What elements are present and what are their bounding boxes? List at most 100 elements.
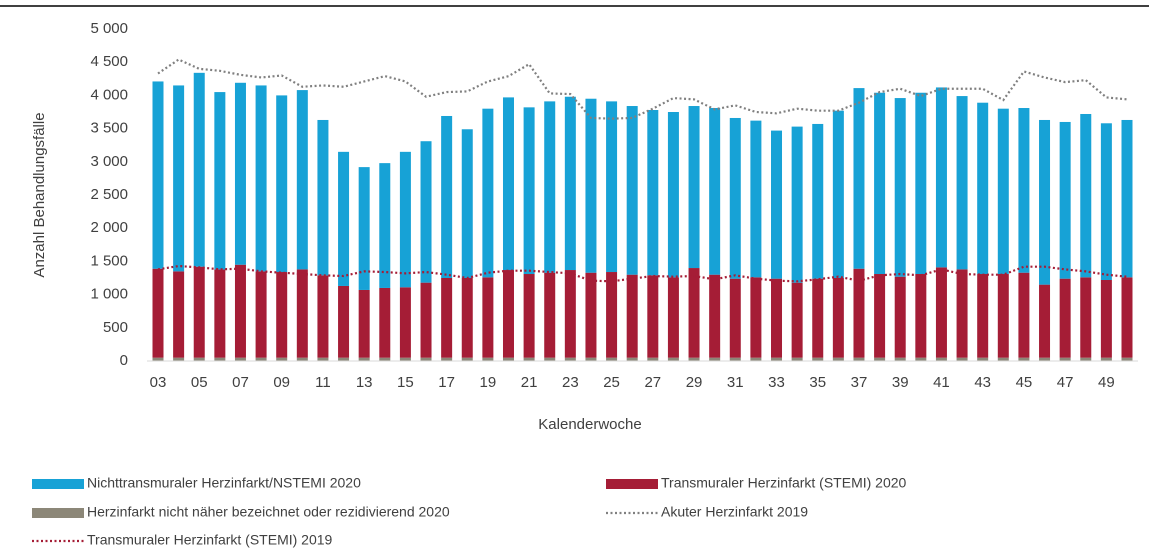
- bar-segment: [379, 357, 391, 361]
- bar-segment: [956, 96, 968, 270]
- bar-segment: [956, 269, 968, 358]
- bar-segment: [874, 92, 886, 275]
- bar-segment: [915, 92, 927, 275]
- bar-segment: [791, 357, 803, 361]
- bar-segment: [502, 357, 514, 361]
- bar-segment: [317, 119, 329, 276]
- x-tick-label: 37: [851, 374, 868, 391]
- bar-segment: [420, 282, 432, 358]
- bar-segment: [523, 357, 535, 361]
- legend-swatch: [606, 479, 658, 489]
- bar-segment: [667, 357, 679, 361]
- bar-segment: [214, 92, 226, 270]
- bar-segment: [338, 285, 350, 358]
- bar-segment: [585, 357, 597, 361]
- y-tick-label: 3 500: [90, 120, 128, 137]
- bar-segment: [771, 357, 783, 361]
- bar-segment: [173, 357, 185, 361]
- bar-segment: [997, 274, 1009, 358]
- bar-segment: [1039, 119, 1051, 285]
- y-tick-label: 5 000: [90, 20, 128, 37]
- bar-segment: [771, 130, 783, 279]
- bar-segment: [853, 268, 865, 358]
- bar-segment: [1100, 279, 1112, 358]
- bar-segment: [317, 357, 329, 361]
- bar-segment: [647, 275, 659, 358]
- bar-segment: [606, 357, 618, 361]
- bar-segment: [441, 357, 453, 361]
- y-tick-label: 500: [103, 319, 128, 336]
- bar-segment: [1100, 123, 1112, 280]
- bar-segment: [564, 96, 576, 271]
- bar-segment: [234, 264, 246, 358]
- bar-segment: [832, 278, 844, 358]
- bar-segment: [482, 357, 494, 361]
- bar-segment: [791, 282, 803, 358]
- x-tick-label: 25: [603, 374, 620, 391]
- bar-segment: [1121, 119, 1133, 278]
- bar-segment: [461, 357, 473, 361]
- bar-segment: [709, 108, 721, 275]
- bar-segment: [626, 274, 638, 358]
- bar-segment: [379, 287, 391, 358]
- legend-label: Akuter Herzinfarkt 2019: [661, 504, 808, 520]
- bar-segment: [317, 275, 329, 358]
- bar-segment: [523, 107, 535, 275]
- bar-segment: [874, 274, 886, 358]
- bar-segment: [441, 115, 453, 278]
- bar-segment: [379, 163, 391, 288]
- x-tick-label: 11: [315, 374, 331, 391]
- y-tick-label: 2 000: [90, 219, 128, 236]
- bar-segment: [193, 72, 205, 267]
- x-tick-label: 41: [933, 374, 950, 391]
- legend-label: Transmuraler Herzinfarkt (STEMI) 2020: [661, 475, 907, 491]
- bar-segment: [729, 357, 741, 361]
- bar-segment: [461, 278, 473, 358]
- bar-segment: [255, 357, 267, 361]
- bar-segment: [1100, 357, 1112, 361]
- bar-segment: [461, 129, 473, 278]
- x-tick-label: 19: [480, 374, 497, 391]
- bar-segment: [750, 120, 762, 278]
- bar-segment: [173, 271, 185, 358]
- bar-segment: [832, 110, 844, 278]
- y-tick-label: 4 500: [90, 53, 128, 70]
- x-tick-label: 21: [521, 374, 538, 391]
- legend-swatch: [32, 508, 84, 518]
- bar-segment: [915, 274, 927, 358]
- bar-segment: [276, 272, 288, 358]
- bar-segment: [1059, 357, 1071, 361]
- bar-segment: [338, 357, 350, 361]
- bar-segment: [1018, 272, 1030, 358]
- bar-segment: [420, 357, 432, 361]
- x-tick-label: 47: [1057, 374, 1074, 391]
- bar-segment: [585, 272, 597, 358]
- bar-segment: [647, 357, 659, 361]
- x-tick-label: 09: [273, 374, 290, 391]
- bar-segment: [894, 357, 906, 361]
- legend: Nichttransmuraler Herzinfarkt/NSTEMI 202…: [32, 475, 907, 548]
- bar-segment: [626, 106, 638, 275]
- legend-label: Herzinfarkt nicht näher bezeichnet oder …: [87, 504, 450, 520]
- bar-segment: [667, 112, 679, 278]
- bar-segment: [853, 88, 865, 269]
- bar-segment: [1039, 357, 1051, 361]
- bar-segment: [544, 101, 556, 273]
- bar-segment: [441, 278, 453, 358]
- bar-segment: [626, 357, 638, 361]
- x-tick-label: 39: [892, 374, 909, 391]
- x-tick-label: 17: [438, 374, 455, 391]
- bar-segment: [564, 357, 576, 361]
- bar-segment: [915, 357, 927, 361]
- y-axis-label: Anzahl Behandlungsfälle: [31, 112, 48, 277]
- bar-segment: [296, 269, 308, 358]
- bar-segment: [1059, 121, 1071, 279]
- bar-segment: [152, 268, 164, 358]
- y-tick-label: 4 000: [90, 86, 128, 103]
- x-tick-label: 13: [356, 374, 373, 391]
- bar-segment: [564, 270, 576, 358]
- x-tick-label: 15: [397, 374, 414, 391]
- bar-segment: [502, 270, 514, 358]
- bar-segment: [791, 126, 803, 283]
